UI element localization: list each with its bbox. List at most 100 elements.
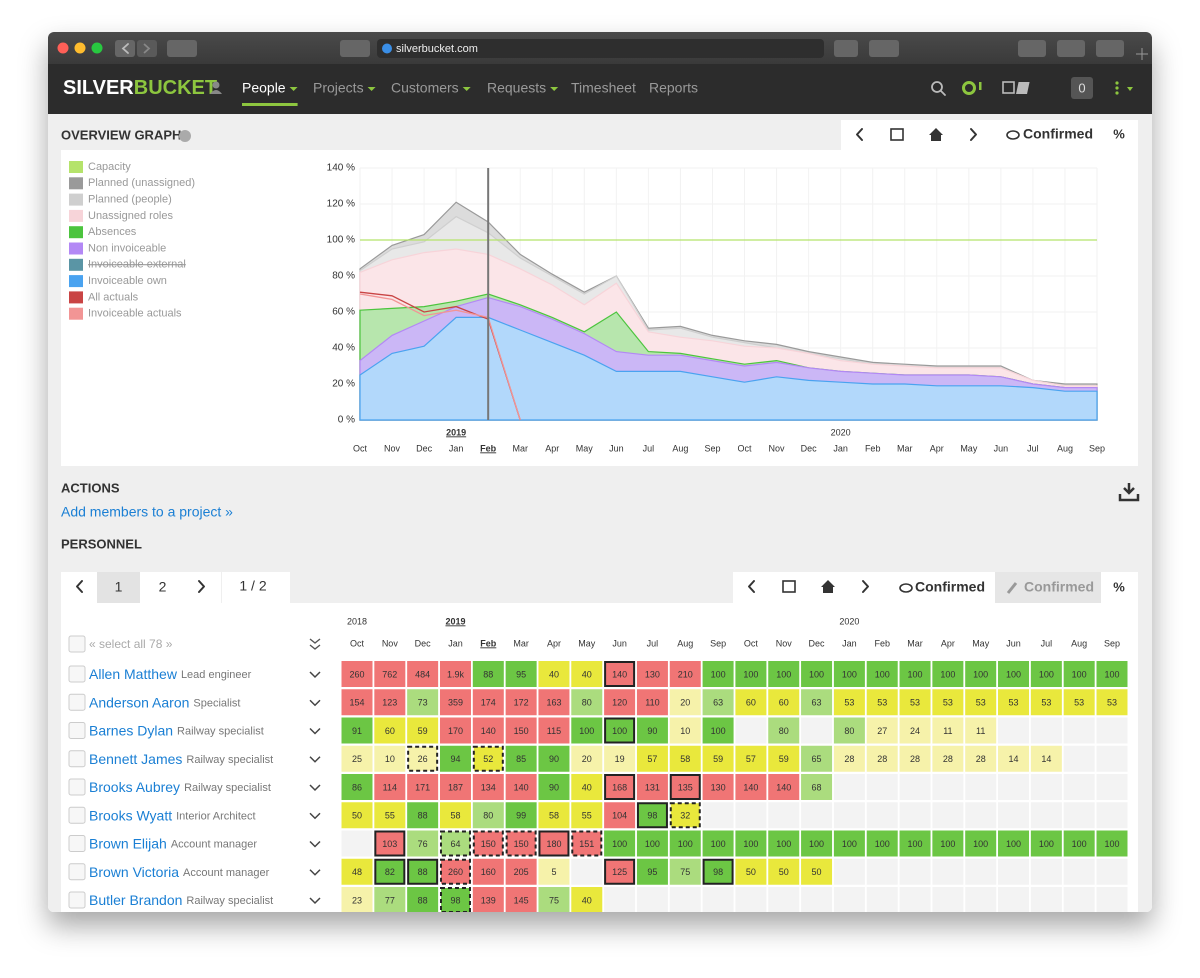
allocation-cell[interactable] bbox=[669, 717, 701, 744]
allocation-cell[interactable] bbox=[735, 774, 767, 800]
allocation-cell[interactable] bbox=[866, 689, 898, 716]
person-name[interactable]: Brooks Aubrey bbox=[89, 779, 180, 795]
allocation-cell[interactable] bbox=[636, 689, 668, 716]
allocation-cell[interactable] bbox=[801, 689, 833, 716]
person-name[interactable]: Bennett James bbox=[89, 750, 182, 766]
allocation-cell[interactable] bbox=[472, 858, 504, 885]
allocation-cell[interactable] bbox=[998, 661, 1030, 687]
empty-cell[interactable] bbox=[998, 717, 1030, 744]
allocation-cell[interactable] bbox=[604, 774, 636, 800]
empty-cell[interactable] bbox=[998, 774, 1030, 800]
allocation-cell[interactable] bbox=[932, 689, 964, 716]
allocation-cell[interactable] bbox=[341, 887, 373, 913]
empty-cell[interactable] bbox=[768, 887, 800, 913]
page-number[interactable]: 2 bbox=[159, 579, 167, 595]
empty-cell[interactable] bbox=[1096, 774, 1128, 800]
empty-cell[interactable] bbox=[866, 802, 898, 829]
allocation-cell[interactable] bbox=[374, 689, 406, 716]
empty-cell[interactable] bbox=[801, 802, 833, 829]
allocation-cell[interactable] bbox=[702, 774, 734, 800]
nav-item[interactable]: Projects bbox=[313, 80, 364, 96]
allocation-cell[interactable] bbox=[571, 802, 603, 829]
empty-cell[interactable] bbox=[1030, 717, 1062, 744]
allocation-cell[interactable] bbox=[669, 745, 701, 772]
allocation-cell[interactable] bbox=[472, 887, 504, 913]
row-expand[interactable] bbox=[309, 671, 321, 679]
forward-button[interactable] bbox=[137, 40, 157, 57]
download-icon[interactable] bbox=[1118, 483, 1140, 502]
allocation-cell[interactable] bbox=[571, 689, 603, 716]
allocation-cell[interactable] bbox=[1063, 661, 1095, 687]
row-checkbox[interactable] bbox=[68, 835, 86, 852]
allocation-cell[interactable] bbox=[965, 661, 997, 687]
select-all-checkbox[interactable] bbox=[68, 635, 86, 653]
legend-swatch[interactable] bbox=[69, 242, 83, 255]
allocation-cell[interactable] bbox=[538, 858, 570, 885]
empty-cell[interactable] bbox=[833, 774, 865, 800]
allocation-cell[interactable] bbox=[636, 774, 668, 800]
person-name[interactable]: Brown Victoria bbox=[89, 863, 179, 879]
download-button[interactable] bbox=[1018, 40, 1046, 57]
prev-icon[interactable] bbox=[748, 580, 755, 593]
empty-cell[interactable] bbox=[604, 887, 636, 913]
allocation-cell[interactable] bbox=[669, 802, 701, 829]
allocation-cell[interactable] bbox=[899, 661, 931, 687]
share-button[interactable] bbox=[1057, 40, 1085, 57]
person-name[interactable]: Barnes Dylan bbox=[89, 722, 173, 738]
allocation-cell[interactable] bbox=[866, 830, 898, 857]
home-icon[interactable] bbox=[929, 128, 943, 141]
allocation-cell[interactable] bbox=[571, 717, 603, 744]
allocation-cell[interactable] bbox=[407, 661, 439, 687]
empty-cell[interactable] bbox=[899, 887, 931, 913]
sidebar-button[interactable] bbox=[167, 40, 197, 57]
empty-cell[interactable] bbox=[341, 830, 373, 857]
allocation-cell[interactable] bbox=[472, 745, 504, 772]
allocation-cell[interactable] bbox=[374, 774, 406, 800]
empty-cell[interactable] bbox=[932, 774, 964, 800]
allocation-cell[interactable] bbox=[1096, 830, 1128, 857]
allocation-cell[interactable] bbox=[702, 858, 734, 885]
empty-cell[interactable] bbox=[1063, 858, 1095, 885]
legend-label[interactable]: Capacity bbox=[88, 161, 131, 173]
allocation-cell[interactable] bbox=[407, 745, 439, 772]
allocation-cell[interactable] bbox=[866, 745, 898, 772]
nav-item[interactable]: Customers bbox=[391, 80, 459, 96]
empty-cell[interactable] bbox=[899, 858, 931, 885]
allocation-cell[interactable] bbox=[538, 802, 570, 829]
allocation-cell[interactable] bbox=[768, 830, 800, 857]
allocation-cell[interactable] bbox=[669, 689, 701, 716]
empty-cell[interactable] bbox=[833, 802, 865, 829]
url-bar[interactable] bbox=[377, 39, 824, 58]
allocation-cell[interactable] bbox=[571, 774, 603, 800]
allocation-cell[interactable] bbox=[571, 745, 603, 772]
allocation-cell[interactable] bbox=[341, 858, 373, 885]
row-checkbox[interactable] bbox=[68, 665, 86, 683]
allocation-cell[interactable] bbox=[505, 745, 537, 772]
allocation-cell[interactable] bbox=[932, 745, 964, 772]
empty-cell[interactable] bbox=[735, 802, 767, 829]
nav-item[interactable]: Timesheet bbox=[571, 80, 636, 96]
legend-swatch[interactable] bbox=[69, 275, 83, 288]
allocation-cell[interactable] bbox=[374, 802, 406, 829]
allocation-cell[interactable] bbox=[801, 858, 833, 885]
allocation-cell[interactable] bbox=[341, 661, 373, 687]
allocation-cell[interactable] bbox=[801, 661, 833, 687]
page-number[interactable]: 1 bbox=[115, 579, 123, 595]
allocation-cell[interactable] bbox=[636, 802, 668, 829]
allocation-cell[interactable] bbox=[505, 774, 537, 800]
prev-page[interactable] bbox=[76, 580, 83, 593]
row-checkbox[interactable] bbox=[68, 863, 86, 881]
allocation-cell[interactable] bbox=[636, 717, 668, 744]
allocation-cell[interactable] bbox=[1030, 745, 1062, 772]
allocation-cell[interactable] bbox=[407, 858, 439, 885]
legend-label[interactable]: Invoiceable external bbox=[88, 259, 186, 271]
empty-cell[interactable] bbox=[998, 858, 1030, 885]
empty-cell[interactable] bbox=[866, 774, 898, 800]
allocation-cell[interactable] bbox=[998, 689, 1030, 716]
allocation-cell[interactable] bbox=[833, 717, 865, 744]
search-icon[interactable] bbox=[931, 81, 943, 93]
paint-mode-toggle[interactable]: Confirmed bbox=[1024, 579, 1094, 595]
allocation-cell[interactable] bbox=[833, 661, 865, 687]
allocation-cell[interactable] bbox=[1096, 661, 1128, 687]
allocation-cell[interactable] bbox=[702, 830, 734, 857]
